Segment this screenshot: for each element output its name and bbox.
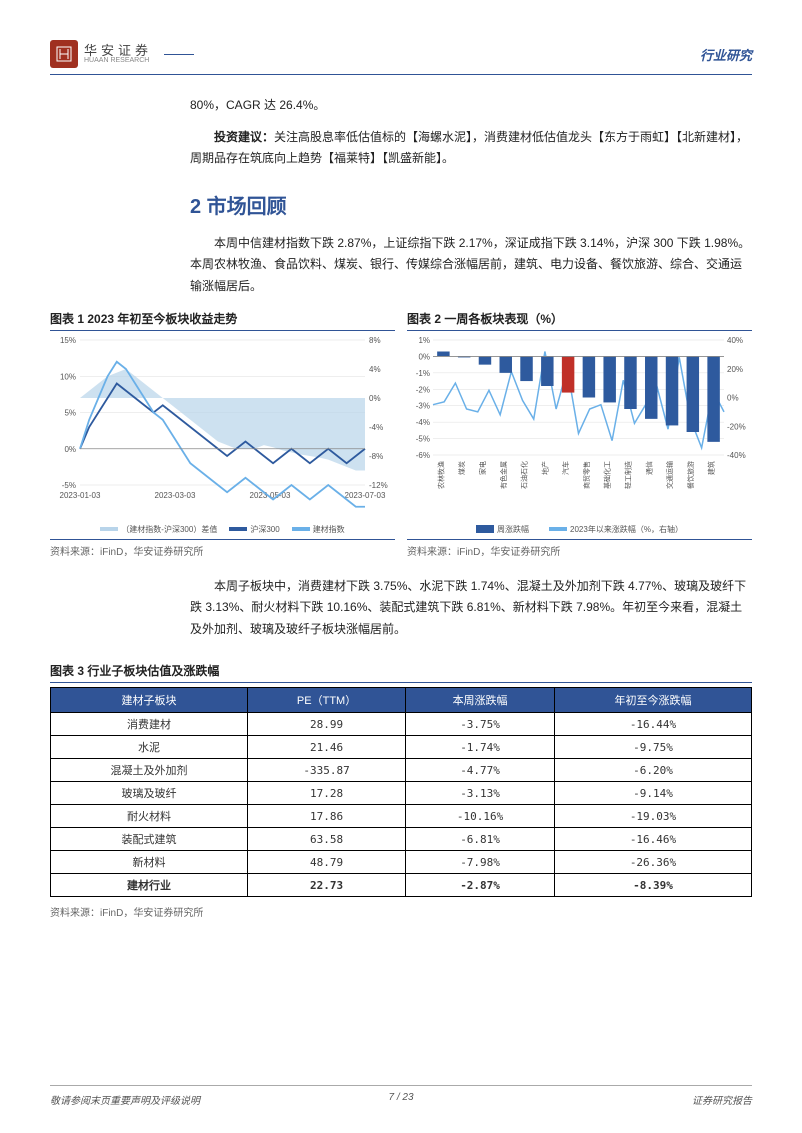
svg-text:-3%: -3%	[416, 401, 430, 410]
table-total-row: 建材行业22.73-2.87%-8.39%	[51, 874, 752, 897]
footer-left: 敬请参阅末页重要声明及评级说明	[50, 1092, 200, 1107]
svg-text:交通运输: 交通运输	[665, 461, 674, 489]
table-header: PE（TTM）	[247, 688, 405, 713]
chart-1-box: -5% 0% 5% 10% 15% -12% -8% -4% 0% 4% 8% 2023-01-03 2…	[50, 335, 395, 535]
svg-text:家电: 家电	[478, 461, 487, 475]
logo-cn-text: 华安证券	[84, 44, 152, 57]
svg-text:-2%: -2%	[416, 385, 430, 394]
section-2-heading: 2 市场回顾	[190, 190, 752, 219]
table-row: 混凝土及外加剂-335.87-4.77%-6.20%	[51, 759, 752, 782]
table-header: 年初至今涨跌幅	[554, 688, 751, 713]
svg-text:煤炭: 煤炭	[457, 461, 466, 475]
header-rule	[164, 54, 194, 55]
svg-text:8%: 8%	[369, 336, 381, 345]
svg-text:餐饮旅游: 餐饮旅游	[686, 461, 695, 489]
chart-2-box: -6% -5% -4% -3% -2% -1% 0% 1% -40% -20% 0% 20% 40% 农林…	[407, 335, 752, 535]
svg-text:-40%: -40%	[727, 451, 746, 460]
svg-text:-4%: -4%	[416, 418, 430, 427]
svg-text:2023-01-03: 2023-01-03	[60, 491, 101, 500]
page-header: 华安证券 HUAAN RESEARCH 行业研究	[50, 40, 752, 75]
svg-text:2023-03-03: 2023-03-03	[155, 491, 196, 500]
table-3-source: 资料来源：iFinD，华安证券研究所	[50, 901, 752, 919]
svg-text:-12%: -12%	[369, 481, 388, 490]
chart-1-svg: -5% 0% 5% 10% 15% -12% -8% -4% 0% 4% 8% 2023-01-03 2…	[50, 335, 395, 520]
logo-en-text: HUAAN RESEARCH	[84, 57, 152, 64]
footer-right: 证券研究报告	[692, 1092, 752, 1107]
chart-1-legend: （建材指数-沪深300）差值 沪深300 建材指数	[50, 524, 395, 535]
svg-text:-20%: -20%	[727, 422, 746, 431]
svg-text:石油石化: 石油石化	[520, 461, 529, 489]
legend-ytd: 2023年以来涨跌幅（%，右轴）	[570, 525, 683, 534]
table-row: 消费建材28.99-3.75%-16.44%	[51, 713, 752, 736]
svg-text:-5%: -5%	[416, 434, 430, 443]
svg-text:40%: 40%	[727, 336, 743, 345]
page-footer: 敬请参阅末页重要声明及评级说明 7 / 23 证券研究报告	[50, 1085, 752, 1107]
svg-text:汽车: 汽车	[561, 461, 570, 475]
svg-text:农林牧渔: 农林牧渔	[436, 461, 445, 489]
logo-block: 华安证券 HUAAN RESEARCH	[50, 40, 194, 68]
mid-para-block: 本周子板块中，消费建材下跌 3.75%、水泥下跌 1.74%、混凝土及外加剂下跌…	[190, 576, 752, 641]
svg-text:建筑: 建筑	[707, 461, 716, 475]
chart-1-title: 图表 1 2023 年初至今板块收益走势	[50, 310, 395, 331]
chart-2-col: 图表 2 一周各板块表现（%） -6% -5% -4% -3% -2% -1% 0% 1% -4…	[407, 310, 752, 558]
table-3-title: 图表 3 行业子板块估值及涨跌幅	[50, 662, 752, 683]
svg-text:地产: 地产	[540, 461, 549, 475]
svg-text:5%: 5%	[64, 408, 76, 417]
investment-advice: 投资建议：关注高股息率低估值标的【海螺水泥】，消费建材低估值龙头【东方于雨虹】【…	[190, 127, 752, 170]
svg-text:轻工制造: 轻工制造	[623, 461, 632, 489]
chart-2-source: 资料来源：iFinD，华安证券研究所	[407, 539, 752, 558]
legend-week: 周涨跌幅	[497, 525, 529, 534]
table-row: 水泥21.46-1.74%-9.75%	[51, 736, 752, 759]
intro-block: 80%，CAGR 达 26.4%。 投资建议：关注高股息率低估值标的【海螺水泥】…	[190, 95, 752, 170]
table-3-section: 图表 3 行业子板块估值及涨跌幅 建材子板块PE（TTM）本周涨跌幅年初至今涨跌…	[50, 662, 752, 919]
svg-text:基础化工: 基础化工	[603, 461, 612, 489]
legend-hs300: 沪深300	[250, 525, 279, 534]
svg-text:0%: 0%	[727, 393, 739, 402]
table-row: 装配式建筑63.58-6.81%-16.46%	[51, 828, 752, 851]
valuation-table: 建材子板块PE（TTM）本周涨跌幅年初至今涨跌幅消费建材28.99-3.75%-…	[50, 687, 752, 897]
svg-text:10%: 10%	[60, 372, 76, 381]
svg-text:0%: 0%	[369, 394, 381, 403]
subsector-para: 本周子板块中，消费建材下跌 3.75%、水泥下跌 1.74%、混凝土及外加剂下跌…	[190, 576, 752, 641]
svg-text:4%: 4%	[369, 365, 381, 374]
svg-text:1%: 1%	[418, 336, 430, 345]
advice-label: 投资建议：	[214, 130, 274, 144]
svg-text:2023-05-03: 2023-05-03	[250, 491, 291, 500]
table-row: 玻璃及玻纤17.28-3.13%-9.14%	[51, 782, 752, 805]
chart-1-col: 图表 1 2023 年初至今板块收益走势 -5% 0% 5% 10% 15% -12% -8…	[50, 310, 395, 558]
svg-text:通信: 通信	[644, 461, 653, 475]
intro-line1: 80%，CAGR 达 26.4%。	[190, 95, 752, 117]
chart-2-title: 图表 2 一周各板块表现（%）	[407, 310, 752, 331]
legend-diff: （建材指数-沪深300）差值	[121, 525, 217, 534]
table-header: 建材子板块	[51, 688, 248, 713]
svg-text:15%: 15%	[60, 336, 76, 345]
table-header: 本周涨跌幅	[406, 688, 555, 713]
chart-row: 图表 1 2023 年初至今板块收益走势 -5% 0% 5% 10% 15% -12% -8…	[50, 310, 752, 558]
svg-text:-5%: -5%	[62, 481, 76, 490]
header-category: 行业研究	[700, 45, 752, 64]
svg-text:-1%: -1%	[416, 368, 430, 377]
section-2-para: 本周中信建材指数下跌 2.87%，上证综指下跌 2.17%，深证成指下跌 3.1…	[190, 233, 752, 298]
svg-text:-6%: -6%	[416, 451, 430, 460]
svg-text:-8%: -8%	[369, 452, 383, 461]
market-review-para: 本周中信建材指数下跌 2.87%，上证综指下跌 2.17%，深证成指下跌 3.1…	[190, 233, 752, 298]
svg-text:-4%: -4%	[369, 423, 383, 432]
table-row: 耐火材料17.86-10.16%-19.03%	[51, 805, 752, 828]
svg-text:商贸零售: 商贸零售	[582, 461, 591, 489]
legend-jc: 建材指数	[313, 525, 345, 534]
svg-text:有色金属: 有色金属	[499, 461, 508, 489]
chart-1-source: 资料来源：iFinD，华安证券研究所	[50, 539, 395, 558]
svg-text:0%: 0%	[64, 444, 76, 453]
chart-2-svg: -6% -5% -4% -3% -2% -1% 0% 1% -40% -20% 0% 20% 40% 农林…	[407, 335, 752, 520]
logo-icon	[50, 40, 78, 68]
advice-text: 关注高股息率低估值标的【海螺水泥】，消费建材低估值龙头【东方于雨虹】【北新建材】…	[190, 130, 748, 166]
table-row: 新材料48.79-7.98%-26.36%	[51, 851, 752, 874]
chart-2-legend: 周涨跌幅 2023年以来涨跌幅（%，右轴）	[407, 524, 752, 535]
svg-text:20%: 20%	[727, 364, 743, 373]
svg-text:2023-07-03: 2023-07-03	[345, 491, 386, 500]
footer-page-num: 7 / 23	[388, 1092, 413, 1103]
svg-text:0%: 0%	[418, 352, 430, 361]
